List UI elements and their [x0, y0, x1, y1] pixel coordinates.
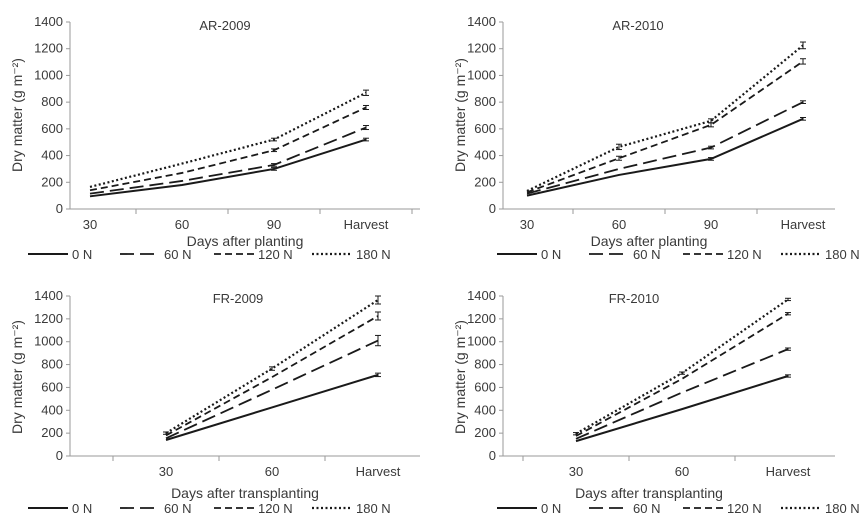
y-tick-label: 1000 — [467, 334, 496, 349]
legend-label: 120 N — [258, 501, 293, 516]
legend-label: 0 N — [541, 501, 561, 516]
series-line-0n — [575, 375, 789, 443]
y-tick-label: 800 — [41, 94, 63, 109]
x-tick-label: 30 — [569, 464, 583, 479]
legend-label: 120 N — [258, 247, 293, 262]
y-tick-label: 0 — [489, 448, 496, 463]
y-tick-label: 400 — [41, 148, 63, 163]
series-line-120n — [526, 60, 804, 194]
x-tick-label: 60 — [675, 464, 689, 479]
legend: 0 N 60 N 120 N 180 N — [497, 501, 860, 516]
legend: 0 N 60 N 120 N 180 N — [28, 501, 391, 516]
legend-label: 0 N — [541, 247, 561, 262]
chart-title: FR-2010 — [609, 291, 660, 306]
y-tick-label: 1200 — [467, 311, 496, 326]
series-line-0n — [89, 138, 367, 198]
y-axis-label: Dry matter (g m⁻²) — [9, 320, 25, 434]
legend-label: 180 N — [356, 247, 391, 262]
y-tick-label: 800 — [41, 357, 63, 372]
y-tick-label: 800 — [474, 94, 496, 109]
legend-label: 180 N — [356, 501, 391, 516]
series-line-0n — [165, 373, 379, 441]
x-axis-label: Days after transplanting — [171, 485, 319, 501]
y-tick-label: 1400 — [34, 14, 63, 29]
series-line-60n — [575, 348, 789, 440]
y-tick-label: 400 — [474, 148, 496, 163]
y-axis-label: Dry matter (g m⁻²) — [452, 320, 468, 434]
series-line-60n — [165, 339, 379, 440]
legend-label: 180 N — [825, 247, 860, 262]
y-tick-label: 200 — [474, 174, 496, 189]
x-tick-label: Harvest — [344, 217, 389, 232]
y-tick-label: 1200 — [467, 41, 496, 56]
x-tick-label: 60 — [612, 217, 626, 232]
y-tick-label: 600 — [41, 121, 63, 136]
series-line-60n — [526, 101, 804, 195]
x-tick-label: 30 — [159, 464, 173, 479]
y-tick-label: 600 — [474, 121, 496, 136]
y-tick-label: 0 — [56, 448, 63, 463]
chart-title: AR-2009 — [199, 18, 250, 33]
legend-label: 0 N — [72, 247, 92, 262]
y-tick-label: 1400 — [34, 288, 63, 303]
x-tick-label: 60 — [265, 464, 279, 479]
series-line-180n — [526, 44, 804, 192]
legend-label: 60 N — [633, 247, 660, 262]
series-line-120n — [165, 315, 379, 437]
y-tick-label: 400 — [474, 402, 496, 417]
legend-label: 60 N — [633, 501, 660, 516]
x-tick-label: Harvest — [781, 217, 826, 232]
series-line-180n — [165, 299, 379, 435]
y-tick-label: 0 — [489, 201, 496, 216]
x-tick-label: 90 — [704, 217, 718, 232]
y-tick-label: 1200 — [34, 311, 63, 326]
series-line-120n — [89, 106, 367, 192]
y-tick-label: 800 — [474, 357, 496, 372]
chart-panel-1: 0 200 400 600 800 1000 1200 1400 30 60 90 Harvest AR… — [9, 14, 420, 262]
chart-title: FR-2009 — [213, 291, 264, 306]
legend: 0 N 60 N 120 N 180 N — [28, 247, 391, 262]
x-tick-label: 30 — [520, 217, 534, 232]
x-axis-label: Days after planting — [187, 233, 304, 249]
y-tick-label: 200 — [41, 425, 63, 440]
chart-title: AR-2010 — [612, 18, 663, 33]
legend-label: 180 N — [825, 501, 860, 516]
y-axis-label: Dry matter (g m⁻²) — [9, 58, 25, 172]
y-tick-label: 1000 — [34, 334, 63, 349]
y-tick-label: 200 — [41, 174, 63, 189]
series-line-120n — [575, 312, 789, 437]
x-tick-label: 90 — [267, 217, 281, 232]
series-line-0n — [526, 117, 804, 197]
y-tick-label: 600 — [474, 379, 496, 394]
series-line-180n — [575, 298, 789, 435]
y-tick-label: 0 — [56, 201, 63, 216]
x-tick-label: 30 — [83, 217, 97, 232]
legend-label: 120 N — [727, 501, 762, 516]
y-tick-label: 200 — [474, 425, 496, 440]
x-axis-label: Days after planting — [591, 233, 708, 249]
y-tick-label: 600 — [41, 379, 63, 394]
x-tick-label: 60 — [175, 217, 189, 232]
y-tick-label: 1400 — [467, 288, 496, 303]
y-tick-label: 1200 — [34, 41, 63, 56]
y-tick-label: 1000 — [34, 67, 63, 82]
y-tick-label: 1400 — [467, 14, 496, 29]
legend-label: 60 N — [164, 247, 191, 262]
series-line-180n — [89, 91, 367, 189]
chart-panel-2: 0 200 400 600 800 1000 1200 1400 30 60 90 Harvest AR… — [452, 14, 860, 262]
y-axis-label: Dry matter (g m⁻²) — [452, 58, 468, 172]
y-tick-label: 400 — [41, 402, 63, 417]
legend: 0 N 60 N 120 N 180 N — [497, 247, 860, 262]
series-line-60n — [89, 126, 367, 195]
legend-label: 60 N — [164, 501, 191, 516]
x-axis-label: Days after transplanting — [575, 485, 723, 501]
x-tick-label: Harvest — [356, 464, 401, 479]
chart-panel-4: 0 200 400 600 800 1000 1200 1400 30 60 Harvest FR-2… — [452, 288, 860, 516]
legend-label: 120 N — [727, 247, 762, 262]
chart-panel-3: 0 200 400 600 800 1000 1200 1400 30 60 Harvest FR-2… — [9, 288, 420, 516]
x-tick-label: Harvest — [766, 464, 811, 479]
legend-label: 0 N — [72, 501, 92, 516]
y-tick-label: 1000 — [467, 67, 496, 82]
